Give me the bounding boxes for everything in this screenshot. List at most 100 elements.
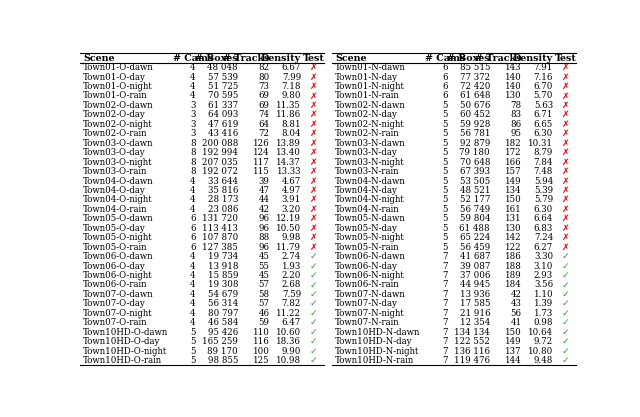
Text: ✓: ✓ <box>310 261 317 271</box>
Text: 1.93: 1.93 <box>282 261 301 271</box>
Text: Town06-O-dawn: Town06-O-dawn <box>83 252 154 261</box>
Text: 4: 4 <box>190 281 196 289</box>
Text: Town07-N-day: Town07-N-day <box>335 299 398 308</box>
Text: 7: 7 <box>442 271 447 280</box>
Text: 61 488: 61 488 <box>460 224 490 233</box>
Text: Town04-N-night: Town04-N-night <box>335 196 404 204</box>
Text: ✗: ✗ <box>310 82 317 91</box>
Text: ✗: ✗ <box>310 167 317 176</box>
Text: 56 314: 56 314 <box>208 299 238 308</box>
Text: 7.24: 7.24 <box>534 233 553 242</box>
Text: 10.50: 10.50 <box>276 224 301 233</box>
Text: 5: 5 <box>442 139 447 148</box>
Text: # Cams: # Cams <box>425 54 465 63</box>
Text: 8.79: 8.79 <box>534 148 553 157</box>
Text: Density: Density <box>261 54 301 63</box>
Text: 143: 143 <box>505 63 522 72</box>
Text: 127 385: 127 385 <box>202 243 238 251</box>
Text: 149: 149 <box>505 337 522 346</box>
Text: 44 945: 44 945 <box>460 281 490 289</box>
Text: 4: 4 <box>190 318 196 327</box>
Text: Town10HD-N-dawn: Town10HD-N-dawn <box>335 328 420 337</box>
Text: 65 224: 65 224 <box>460 233 490 242</box>
Text: ✗: ✗ <box>562 129 570 138</box>
Text: 3: 3 <box>190 101 195 110</box>
Text: 10.60: 10.60 <box>276 328 301 337</box>
Text: 5: 5 <box>442 205 447 214</box>
Text: 79 180: 79 180 <box>460 148 490 157</box>
Text: 12 354: 12 354 <box>460 318 490 327</box>
Text: ✗: ✗ <box>562 82 570 91</box>
Text: 8: 8 <box>190 167 196 176</box>
Text: Density: Density <box>513 54 553 63</box>
Text: Town02-N-dawn: Town02-N-dawn <box>335 101 406 110</box>
Text: 6.70: 6.70 <box>534 82 553 91</box>
Text: Town07-N-dawn: Town07-N-dawn <box>335 290 406 299</box>
Text: Town02-N-day: Town02-N-day <box>335 111 398 119</box>
Text: 8: 8 <box>190 158 196 167</box>
Text: 5: 5 <box>442 148 447 157</box>
Text: 8.81: 8.81 <box>282 120 301 129</box>
Text: # Boxes: # Boxes <box>195 54 238 63</box>
Text: Town10HD-O-night: Town10HD-O-night <box>83 347 167 356</box>
Text: 137: 137 <box>505 347 522 356</box>
Text: Town07-N-rain: Town07-N-rain <box>335 318 399 327</box>
Text: Town05-O-night: Town05-O-night <box>83 233 152 242</box>
Text: Town06-N-rain: Town06-N-rain <box>335 281 399 289</box>
Text: 6.27: 6.27 <box>534 243 553 251</box>
Text: 7: 7 <box>442 281 447 289</box>
Text: 77 372: 77 372 <box>460 73 490 82</box>
Text: Town07-O-night: Town07-O-night <box>83 309 152 318</box>
Text: Town01-O-night: Town01-O-night <box>83 82 153 91</box>
Text: 192 994: 192 994 <box>202 148 238 157</box>
Text: 86: 86 <box>511 120 522 129</box>
Text: 11.79: 11.79 <box>276 243 301 251</box>
Text: Town10HD-N-day: Town10HD-N-day <box>335 337 412 346</box>
Text: 56 459: 56 459 <box>460 243 490 251</box>
Text: 182: 182 <box>505 139 522 148</box>
Text: 7: 7 <box>442 356 447 365</box>
Text: 10.64: 10.64 <box>528 328 553 337</box>
Text: 96: 96 <box>259 243 269 251</box>
Text: Town05-N-rain: Town05-N-rain <box>335 243 399 251</box>
Text: 98 855: 98 855 <box>207 356 238 365</box>
Text: 11.86: 11.86 <box>276 111 301 119</box>
Text: 4: 4 <box>190 309 196 318</box>
Text: 59 928: 59 928 <box>460 120 490 129</box>
Text: 116: 116 <box>253 337 269 346</box>
Text: 21 916: 21 916 <box>460 309 490 318</box>
Text: 100: 100 <box>253 347 269 356</box>
Text: 15 859: 15 859 <box>207 271 238 280</box>
Text: ✗: ✗ <box>562 148 570 157</box>
Text: ✓: ✓ <box>562 356 570 365</box>
Text: 52 177: 52 177 <box>460 196 490 204</box>
Text: 125: 125 <box>253 356 269 365</box>
Text: 6: 6 <box>190 214 196 224</box>
Text: 1.10: 1.10 <box>533 290 553 299</box>
Text: 6: 6 <box>190 224 196 233</box>
Text: 13.89: 13.89 <box>276 139 301 148</box>
Text: 122 552: 122 552 <box>454 337 490 346</box>
Text: 80 797: 80 797 <box>207 309 238 318</box>
Text: 9.98: 9.98 <box>282 233 301 242</box>
Text: 4: 4 <box>190 205 196 214</box>
Text: ✗: ✗ <box>562 101 570 110</box>
Text: 58: 58 <box>259 290 269 299</box>
Text: Town03-O-night: Town03-O-night <box>83 158 152 167</box>
Text: Town06-O-rain: Town06-O-rain <box>83 281 147 289</box>
Text: Town03-N-night: Town03-N-night <box>335 158 404 167</box>
Text: ✓: ✓ <box>562 337 570 346</box>
Text: 78: 78 <box>511 101 522 110</box>
Text: 95 426: 95 426 <box>208 328 238 337</box>
Text: Town03-N-dawn: Town03-N-dawn <box>335 139 406 148</box>
Text: ✗: ✗ <box>562 139 570 148</box>
Text: Town04-O-night: Town04-O-night <box>83 196 152 204</box>
Text: 3.91: 3.91 <box>282 196 301 204</box>
Text: 8: 8 <box>190 139 196 148</box>
Text: 7.59: 7.59 <box>282 290 301 299</box>
Text: 7.18: 7.18 <box>282 82 301 91</box>
Text: Town06-O-day: Town06-O-day <box>83 261 146 271</box>
Text: 85 515: 85 515 <box>460 63 490 72</box>
Text: 60 452: 60 452 <box>460 111 490 119</box>
Text: 9.48: 9.48 <box>534 356 553 365</box>
